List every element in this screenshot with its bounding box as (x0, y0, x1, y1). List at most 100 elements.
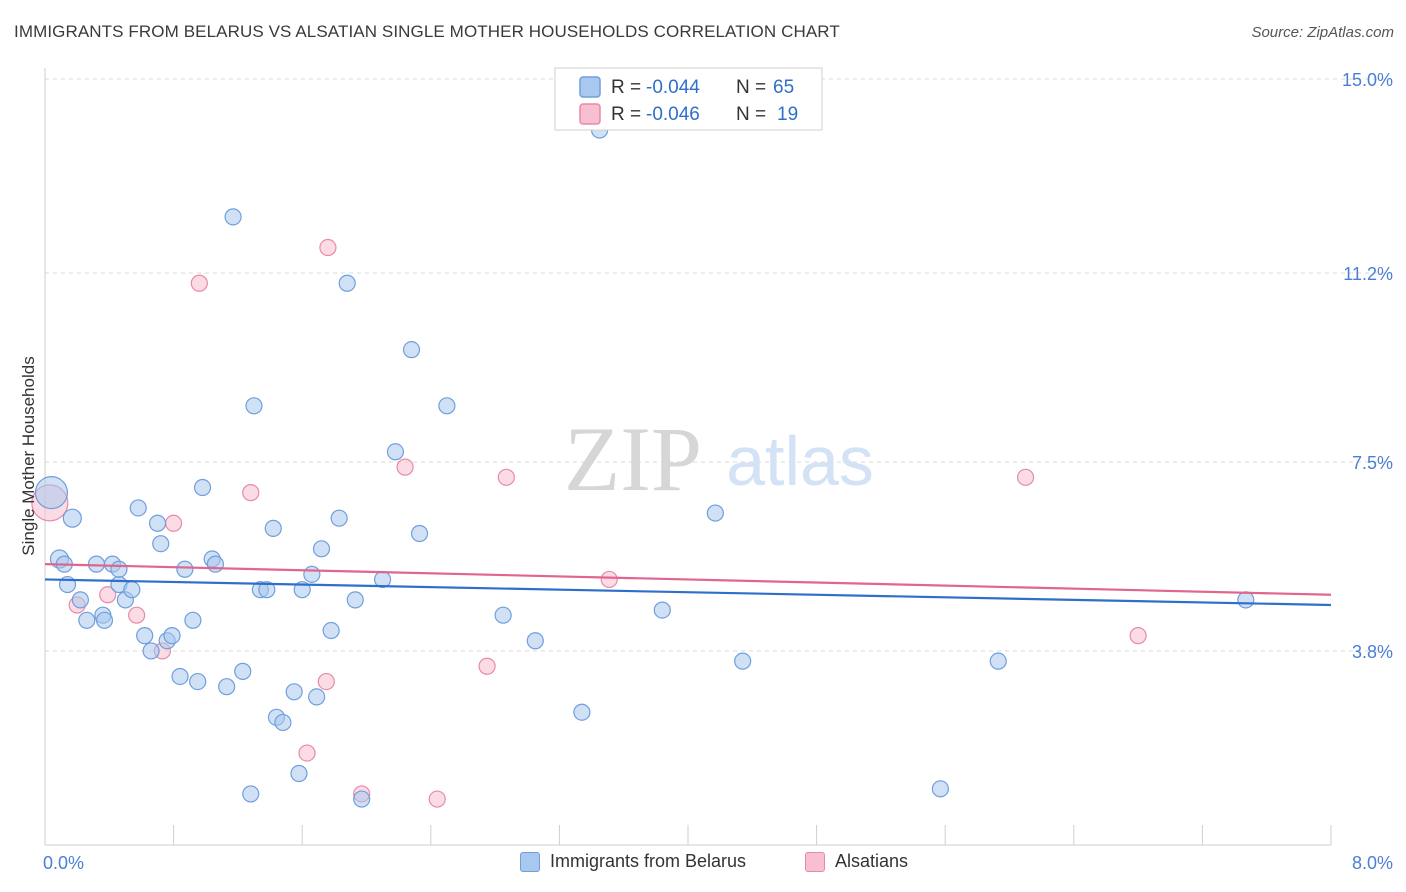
point-belarus-6 (78, 611, 96, 629)
point-belarus-45 (330, 509, 348, 527)
point-alsatians-10 (319, 238, 337, 257)
legend-n-label: N = (736, 77, 766, 98)
point-alsatians-14 (478, 657, 496, 675)
point-belarus-18 (152, 535, 170, 553)
legend-swatch-alsatians (579, 103, 601, 125)
point-belarus-5 (71, 591, 89, 609)
point-alsatians-13 (428, 790, 446, 808)
point-alsatians-5 (165, 514, 183, 532)
point-alsatians-12 (396, 458, 414, 476)
trend-lines (44, 563, 1332, 607)
x-tick-label-max: 8.0% (1352, 853, 1393, 873)
series-belarus-points (34, 121, 1255, 808)
point-belarus-61 (931, 780, 949, 798)
legend-r-value: -0.046 (646, 104, 700, 125)
y-axis-label: Single Mother Households (19, 356, 38, 555)
chart-title: IMMIGRANTS FROM BELARUS VS ALSATIAN SING… (14, 22, 840, 41)
axes (44, 68, 1332, 846)
point-belarus-23 (184, 611, 202, 629)
bottom-legend-item-belarus: Immigrants from Belarus (520, 851, 746, 872)
point-belarus-21 (171, 667, 189, 686)
point-alsatians-17 (1016, 468, 1035, 486)
point-belarus-35 (264, 519, 282, 537)
point-belarus-32 (245, 397, 263, 415)
point-belarus-42 (308, 688, 326, 706)
point-belarus-38 (285, 683, 303, 701)
point-alsatians-3 (128, 606, 146, 624)
point-alsatians-9 (317, 672, 335, 691)
point-belarus-58 (653, 601, 671, 619)
point-belarus-24 (189, 672, 207, 691)
point-belarus-29 (224, 208, 242, 226)
point-belarus-52 (410, 524, 429, 543)
x-tick-label-min: 0.0% (43, 853, 84, 873)
point-belarus-0 (34, 476, 69, 510)
point-belarus-48 (353, 790, 371, 808)
point-belarus-15 (136, 627, 154, 645)
y-tick-label-2: 11.2% (1343, 264, 1393, 284)
point-belarus-50 (386, 443, 405, 461)
point-belarus-59 (706, 504, 724, 522)
point-belarus-20 (163, 627, 181, 645)
point-alsatians-8 (298, 744, 316, 762)
bottom-legend-item-alsatians: Alsatians (805, 851, 908, 872)
point-belarus-16 (142, 642, 160, 660)
tick-labels: 3.8% 7.5% 11.2% 15.0% 0.0% 8.0% (43, 70, 1393, 873)
point-belarus-63 (1237, 591, 1255, 609)
point-belarus-37 (274, 713, 292, 732)
point-belarus-30 (234, 662, 252, 680)
point-alsatians-15 (497, 468, 515, 486)
bottom-legend-swatch-belarus (520, 851, 540, 872)
point-belarus-31 (242, 785, 260, 803)
point-belarus-54 (494, 606, 512, 624)
point-belarus-34 (258, 581, 276, 599)
grid (45, 78, 1392, 652)
point-belarus-64 (110, 560, 128, 578)
point-belarus-3 (62, 508, 82, 528)
legend-r-value: -0.044 (646, 77, 700, 98)
point-belarus-22 (176, 560, 194, 578)
watermark: ZIP atlas (564, 408, 874, 510)
point-alsatians-6 (190, 274, 208, 292)
point-belarus-51 (402, 341, 421, 359)
y-tick-label-3: 15.0% (1342, 70, 1393, 90)
point-belarus-60 (734, 652, 752, 670)
point-belarus-39 (290, 764, 308, 783)
point-alsatians-18 (1129, 627, 1147, 645)
source-label: Source: ZipAtlas.com (1251, 24, 1394, 41)
bottom-legend-swatch-alsatians (805, 851, 825, 872)
point-belarus-25 (193, 478, 212, 497)
legend-swatch-belarus (579, 76, 601, 98)
trend-line-alsatians (44, 563, 1332, 596)
watermark-zip: ZIP (564, 408, 702, 510)
bottom-legend: Immigrants from Belarus Alsatians (0, 851, 1406, 877)
bottom-legend-label-alsatians: Alsatians (835, 851, 909, 871)
point-alsatians-16 (600, 570, 618, 589)
legend-n-label: N = (736, 104, 766, 125)
point-belarus-53 (438, 397, 456, 415)
legend-r-label: R = (611, 104, 641, 125)
point-belarus-47 (346, 591, 364, 609)
point-belarus-13 (123, 581, 141, 599)
point-belarus-56 (573, 703, 591, 721)
trend-line-belarus (44, 578, 1332, 607)
point-belarus-43 (312, 540, 331, 558)
point-belarus-46 (338, 274, 356, 292)
point-belarus-9 (95, 611, 114, 629)
point-belarus-27 (206, 555, 224, 573)
legend-r-label: R = (611, 77, 641, 98)
y-tick-label-0: 3.8% (1352, 642, 1393, 662)
point-belarus-44 (322, 621, 340, 640)
point-belarus-55 (526, 632, 544, 650)
legend-box: R = -0.044 N = 65 R = -0.046 N = 19 (554, 67, 823, 131)
point-belarus-41 (303, 565, 321, 583)
watermark-atlas: atlas (726, 422, 874, 500)
bottom-legend-label-belarus: Immigrants from Belarus (550, 851, 747, 871)
legend-n-value: 19 (777, 104, 798, 125)
y-tick-label-1: 7.5% (1352, 453, 1393, 473)
point-belarus-14 (129, 499, 147, 517)
series-alsatians-points (31, 238, 1147, 808)
point-alsatians-7 (242, 484, 260, 502)
point-alsatians-2 (99, 586, 117, 604)
